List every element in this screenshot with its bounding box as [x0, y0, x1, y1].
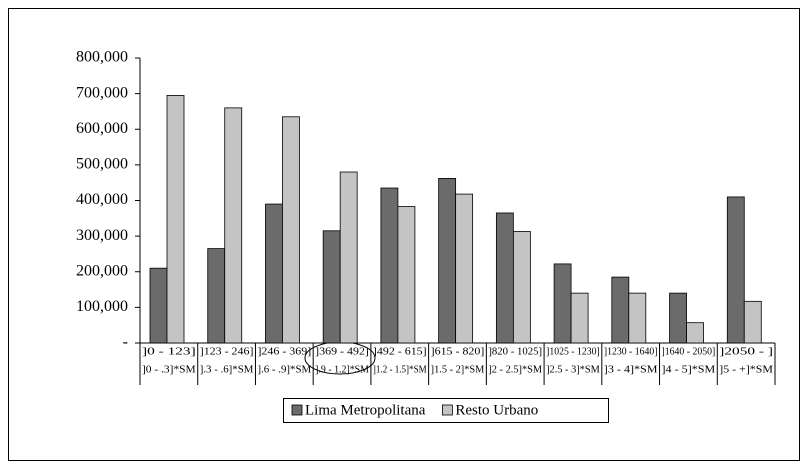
- bar: [686, 322, 704, 344]
- x-tick-label: ]1640 - 2050]: [662, 346, 716, 357]
- y-tick-label: 500,000: [76, 156, 128, 173]
- y-tick-label: 300,000: [76, 227, 128, 244]
- bar: [207, 248, 226, 344]
- bar: [611, 276, 630, 344]
- bar: [322, 230, 341, 344]
- x-tick-label: ]246 - 369]: [257, 346, 311, 357]
- y-tick-label: -: [123, 334, 128, 351]
- bar: [455, 193, 474, 344]
- x-tick-label: ]369 - 492]: [315, 346, 369, 357]
- bar: [743, 300, 762, 344]
- x-tick-label: ].9 - 1.2]*SM: [315, 364, 369, 375]
- x-tick-label: ].3 - .6]*SM: [200, 364, 254, 375]
- x-tick-label: ]1025 - 1230]: [546, 346, 600, 357]
- x-tick-label: ]1.2 - 1.5]*SM: [373, 364, 427, 375]
- bar: [166, 95, 185, 344]
- bar: [669, 292, 687, 344]
- y-tick-label: 700,000: [76, 84, 128, 101]
- x-tick-label: ]820 - 1025]: [488, 346, 542, 357]
- legend-swatch: [291, 404, 303, 416]
- x-tick-label: ]1.5 - 2]*SM: [431, 364, 485, 375]
- y-tick-label: 200,000: [76, 262, 128, 279]
- x-tick-label: ]2.5 - 3]*SM: [546, 364, 600, 375]
- x-tick-label: ]0 - .3]*SM: [142, 364, 196, 375]
- bar: [339, 171, 358, 344]
- x-tick-label: ]2 - 2.5]*SM: [488, 364, 542, 375]
- legend-swatch: [441, 404, 453, 416]
- bar: [380, 187, 399, 344]
- x-tick-label: ]5 - +]*SM: [719, 364, 773, 375]
- bar: [628, 292, 647, 344]
- x-tick-label: ]615 - 820]: [431, 346, 485, 357]
- x-tick-label: ]3 - 4]*SM: [604, 364, 658, 375]
- bar: [570, 292, 589, 344]
- x-tick-label: ]1230 - 1640]: [604, 346, 658, 357]
- bar: [438, 178, 457, 344]
- bar: [726, 196, 745, 344]
- x-tick-label: ]492 - 615]: [373, 346, 427, 357]
- x-tick-label: ]2050 - ]: [719, 346, 773, 357]
- bar: [224, 107, 243, 344]
- bar: [149, 267, 168, 344]
- bar: [495, 212, 514, 344]
- legend-label: Resto Urbano: [455, 402, 538, 418]
- bar: [282, 116, 300, 344]
- x-tick-label: ].6 - .9]*SM: [257, 364, 311, 375]
- x-tick-label: ]4 - 5]*SM: [662, 364, 716, 375]
- y-tick-label: 100,000: [76, 298, 128, 315]
- x-tick-label: ]0 - 123]: [142, 346, 196, 357]
- x-tick-label: ]123 - 246]: [200, 346, 254, 357]
- y-tick-label: 800,000: [76, 49, 128, 66]
- bar: [512, 231, 531, 344]
- y-tick-label: 400,000: [76, 191, 128, 208]
- bar: [397, 206, 416, 344]
- bar: [265, 203, 283, 344]
- bar: [553, 263, 572, 344]
- y-tick-label: 600,000: [76, 120, 128, 137]
- legend-label: Lima Metropolitana: [305, 402, 426, 418]
